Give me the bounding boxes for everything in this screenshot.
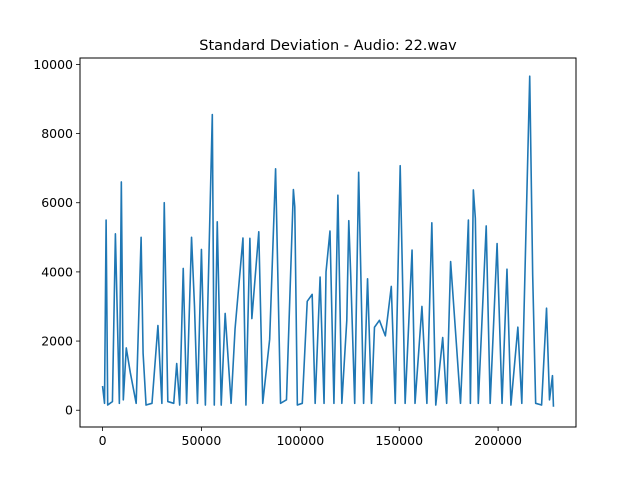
x-tick-label: 150000	[375, 433, 423, 448]
y-tick-label: 10000	[33, 57, 73, 72]
y-tick-label: 8000	[41, 126, 73, 141]
series-layer	[101, 75, 555, 407]
x-tick-label: 50000	[182, 433, 222, 448]
series-line-0	[101, 75, 555, 407]
x-tick-label: 200000	[474, 433, 522, 448]
x-tick-label: 100000	[276, 433, 324, 448]
x-axis: 0 50000 100000 150000 200000	[99, 427, 522, 448]
y-tick-label: 2000	[41, 334, 73, 349]
x-tick-label: 0	[99, 433, 107, 448]
y-tick-label: 0	[65, 403, 73, 418]
plot-frame	[79, 57, 577, 428]
y-axis: 0 2000 4000 6000 8000 10000	[33, 57, 80, 418]
y-tick-label: 4000	[41, 264, 73, 279]
y-tick-label: 6000	[41, 195, 73, 210]
chart-title: Standard Deviation - Audio: 22.wav	[199, 38, 457, 54]
